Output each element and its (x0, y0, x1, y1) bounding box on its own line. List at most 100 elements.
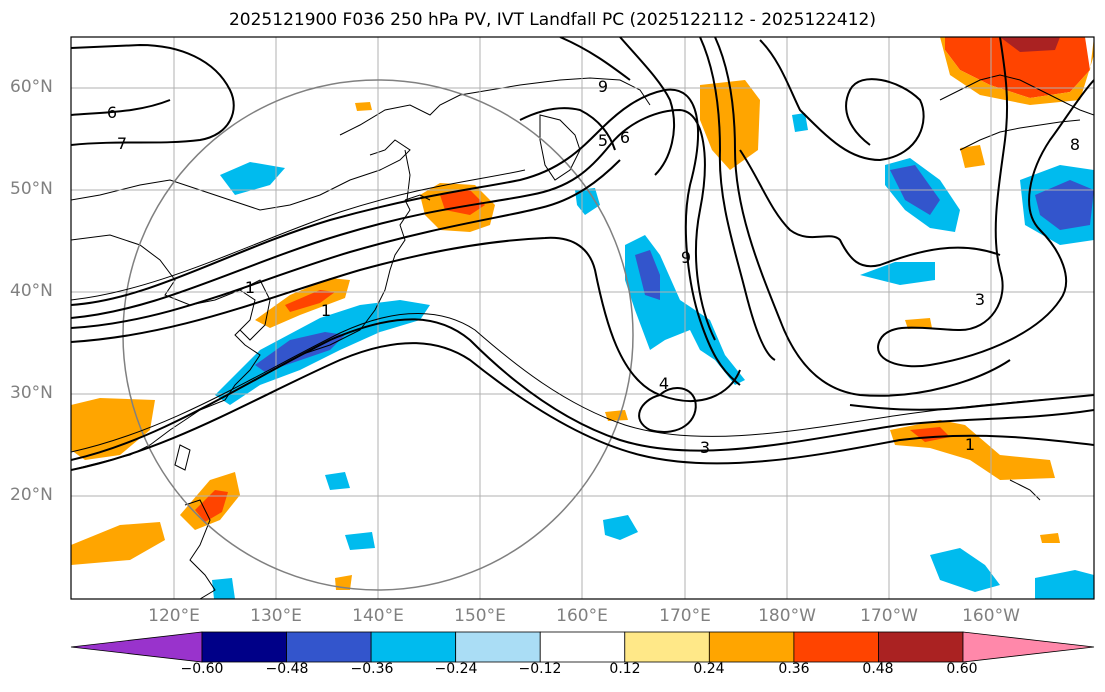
lon-label-140e: 140°E (352, 606, 404, 626)
anomaly-small-n5 (1035, 570, 1094, 599)
colorbar-tick-label: 0.12 (609, 661, 641, 677)
contour-label: 7 (117, 134, 127, 153)
contour-18 (559, 37, 631, 81)
contour-17 (519, 107, 616, 151)
anomaly-small-3 (905, 318, 932, 329)
lon-label-160w: 160°W (962, 606, 1020, 626)
contour-label: 1 (245, 278, 255, 297)
anomaly-small-n9 (792, 113, 808, 132)
colorbar-tick-label: −0.48 (265, 661, 309, 677)
contour-label: 9 (598, 77, 608, 96)
coast-sakhalin (404, 149, 411, 201)
contour-label: 3 (975, 290, 985, 309)
colorbar-segment (455, 631, 541, 663)
colorbar-tick-label: −0.24 (434, 661, 478, 677)
colorbar-segment (708, 631, 795, 663)
colorbar-extend-high (962, 631, 1095, 663)
coast-hawaii (1009, 479, 1041, 501)
contour-5 (71, 318, 1094, 461)
contour-thin-1 (71, 169, 526, 301)
contour-label: 1 (321, 301, 331, 320)
contour-label: 8 (1070, 135, 1080, 154)
colorbar-segment (201, 631, 287, 663)
anomaly-small-n10 (212, 578, 235, 599)
anomaly-ne-core (1000, 37, 1060, 52)
lat-label-40n: 40°N (10, 281, 53, 301)
anomaly-taiwan-west (71, 398, 155, 460)
contour-label: 9 (681, 248, 691, 267)
negative-anomaly-regions (212, 113, 1094, 599)
anomaly-dateline-core (910, 427, 950, 442)
contour-label: 1 (965, 435, 975, 454)
contour-10 (759, 39, 925, 162)
contour-1 (71, 88, 741, 386)
contour-7 (638, 387, 697, 433)
graticule (71, 37, 1094, 599)
colorbar-tick-label: −0.12 (518, 661, 562, 677)
contour-12 (619, 37, 676, 176)
anomaly-small-6 (960, 145, 985, 168)
contour-thin-2 (71, 313, 1094, 453)
colorbar-segment (793, 631, 879, 663)
coast-asia-mainland (71, 139, 411, 471)
anomaly-small-n7 (325, 472, 350, 490)
contour-label: 6 (107, 103, 117, 122)
coast-taiwan (174, 444, 191, 471)
lon-label-180w: 180°W (758, 606, 816, 626)
colorbar-segment (624, 631, 710, 663)
coastlines (71, 74, 1094, 599)
contour-8 (71, 43, 235, 146)
contour-9 (71, 99, 171, 116)
coast-kamchatka (539, 114, 581, 181)
anomaly-165e (700, 80, 760, 170)
lat-label-50n: 50°N (10, 179, 53, 199)
chart-title: 2025121900 F036 250 hPa PV, IVT Landfall… (228, 10, 876, 30)
lon-label-170e: 170°E (659, 606, 711, 626)
colorbar-tick-label: 0.60 (946, 661, 978, 677)
map-frame-border (70, 36, 1095, 600)
ivt-contours-thin (71, 169, 1094, 453)
coast-korea (239, 279, 271, 341)
contour-6 (71, 342, 1094, 471)
lon-label-120e: 120°E (148, 606, 200, 626)
contour-11 (877, 37, 1094, 368)
coast-siberia (339, 77, 651, 136)
anomaly-philippine-core (195, 490, 228, 522)
lon-label-130e: 130°E (250, 606, 302, 626)
lon-label-170w: 170°W (860, 606, 918, 626)
lon-label-160e: 160°E (556, 606, 608, 626)
colorbar-tick-label: 0.36 (778, 661, 810, 677)
colorbar-segment (286, 631, 372, 663)
lat-label-20n: 20°N (10, 485, 53, 505)
colorbar-tick-label: −0.36 (350, 661, 394, 677)
anomaly-ne-corner (945, 37, 1090, 98)
contour-13 (699, 37, 776, 361)
colorbar-segment (370, 631, 457, 663)
colorbar-tick-label: 0.48 (862, 661, 894, 677)
anomaly-small-n1 (220, 162, 285, 195)
colorbar-segment (539, 631, 626, 663)
lat-label-30n: 30°N (10, 383, 53, 403)
colorbar-segment (878, 631, 964, 663)
anomaly-far-ne-core (1035, 180, 1094, 230)
colorbar-tick-label: 0.24 (693, 661, 725, 677)
contour-label: 4 (659, 374, 669, 393)
contour-label: 3 (700, 438, 710, 457)
anomaly-165e-core (635, 250, 660, 300)
anomaly-small-n8 (345, 532, 375, 550)
anomaly-small-5 (335, 575, 352, 590)
anomaly-sw (71, 522, 165, 565)
contour-label: 5 (598, 131, 608, 150)
contour-16 (739, 149, 1001, 268)
contour-labels: 6 7 1 1 4 3 5 6 9 3 8 1 9 (107, 77, 1080, 457)
lat-label-60n: 60°N (10, 77, 53, 97)
lon-label-150e: 150°E (454, 606, 506, 626)
anomaly-korea-core (285, 290, 335, 312)
contour-3 (71, 159, 621, 329)
anomaly-small-n2 (575, 188, 600, 215)
anomaly-small-n3 (860, 262, 935, 285)
colorbar-extend-low (70, 631, 203, 663)
colorbar-tick-label: −0.60 (180, 661, 224, 677)
anomaly-small-n6 (603, 515, 638, 540)
